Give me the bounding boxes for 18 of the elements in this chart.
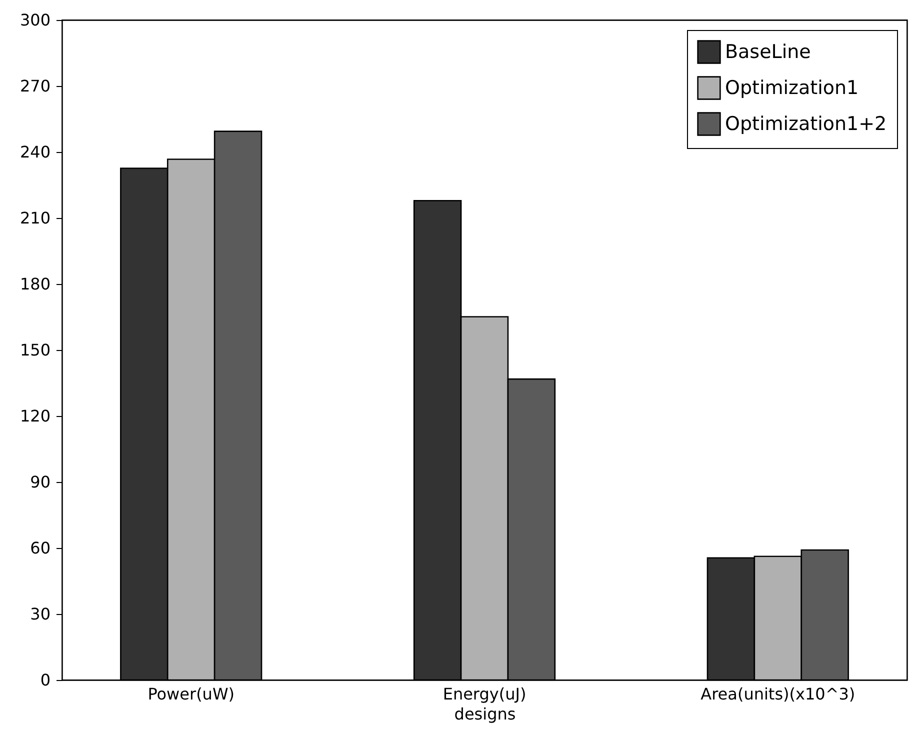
y-tick-label: 0: [40, 670, 50, 690]
x-axis-title: designs: [454, 704, 516, 724]
y-tick-label: 210: [20, 208, 50, 228]
y-tick-label: 240: [20, 142, 50, 162]
legend-label: Optimization1+2: [725, 113, 887, 135]
y-tick-label: 90: [30, 472, 50, 492]
y-tick-label: 180: [20, 274, 50, 294]
x-tick-label: Power(uW): [148, 684, 235, 704]
y-tick-label: 60: [30, 538, 50, 558]
legend-label: BaseLine: [725, 41, 811, 63]
y-tick-label: 270: [20, 76, 50, 96]
legend-label: Optimization1: [725, 77, 859, 99]
y-tick-label: 120: [20, 406, 50, 426]
x-tick-label: Area(units)(x10^3): [700, 684, 856, 704]
x-tick-label: Energy(uJ): [442, 684, 526, 704]
y-tick-label: 300: [20, 10, 50, 30]
y-tick-label: 150: [20, 340, 50, 360]
y-tick-label: 30: [30, 604, 50, 624]
